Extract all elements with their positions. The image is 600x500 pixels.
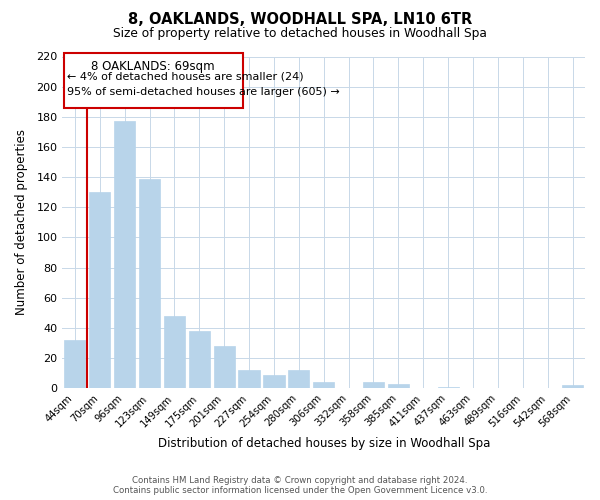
- Bar: [437, 386, 459, 388]
- Text: ← 4% of detached houses are smaller (24): ← 4% of detached houses are smaller (24): [67, 72, 304, 82]
- Bar: [263, 374, 284, 388]
- Text: 8 OAKLANDS: 69sqm: 8 OAKLANDS: 69sqm: [91, 60, 215, 72]
- Bar: [238, 370, 260, 388]
- Text: 95% of semi-detached houses are larger (605) →: 95% of semi-detached houses are larger (…: [67, 86, 340, 97]
- Bar: [288, 370, 310, 388]
- Bar: [214, 346, 235, 388]
- FancyBboxPatch shape: [64, 54, 243, 108]
- Bar: [114, 122, 135, 388]
- Text: Contains HM Land Registry data © Crown copyright and database right 2024.
Contai: Contains HM Land Registry data © Crown c…: [113, 476, 487, 495]
- Text: 8, OAKLANDS, WOODHALL SPA, LN10 6TR: 8, OAKLANDS, WOODHALL SPA, LN10 6TR: [128, 12, 472, 28]
- Bar: [388, 384, 409, 388]
- Bar: [64, 340, 85, 388]
- Bar: [313, 382, 334, 388]
- Bar: [139, 178, 160, 388]
- Text: Size of property relative to detached houses in Woodhall Spa: Size of property relative to detached ho…: [113, 28, 487, 40]
- Y-axis label: Number of detached properties: Number of detached properties: [15, 130, 28, 316]
- Bar: [189, 331, 210, 388]
- Bar: [89, 192, 110, 388]
- Bar: [562, 385, 583, 388]
- Bar: [164, 316, 185, 388]
- X-axis label: Distribution of detached houses by size in Woodhall Spa: Distribution of detached houses by size …: [158, 437, 490, 450]
- Bar: [363, 382, 384, 388]
